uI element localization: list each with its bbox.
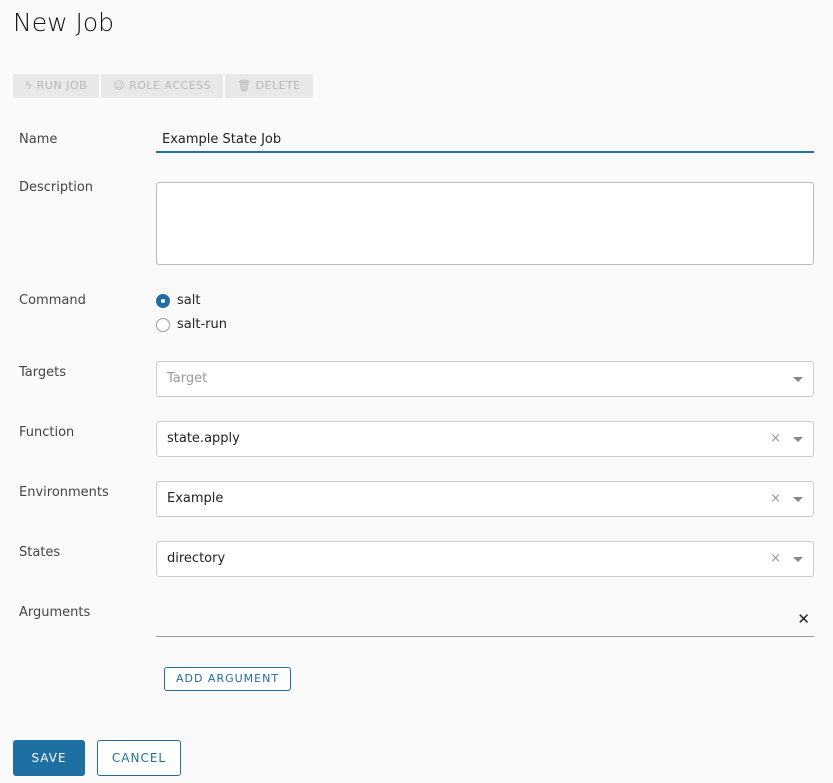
trash-icon: 🗑 bbox=[237, 79, 256, 92]
name-input[interactable]: Example State Job bbox=[156, 128, 814, 153]
toolbar: ϟ RUN JOB ☺ ROLE ACCESS 🗑 DELETE bbox=[13, 74, 313, 98]
targets-label: Targets bbox=[19, 365, 66, 380]
radio-checked-icon bbox=[156, 293, 170, 308]
clear-icon[interactable]: × bbox=[770, 431, 781, 446]
environments-label: Environments bbox=[19, 485, 109, 500]
radio-unchecked-icon bbox=[156, 317, 170, 332]
cancel-button[interactable]: CANCEL bbox=[97, 740, 181, 776]
close-icon[interactable]: ✕ bbox=[797, 610, 810, 628]
radio-salt-run[interactable]: salt-run bbox=[156, 317, 227, 332]
function-select[interactable]: state.apply × bbox=[156, 421, 814, 457]
description-label: Description bbox=[19, 180, 94, 195]
states-select[interactable]: directory × bbox=[156, 541, 814, 577]
radio-salt[interactable]: salt bbox=[156, 293, 200, 308]
chevron-down-icon[interactable] bbox=[793, 497, 803, 502]
arguments-label: Arguments bbox=[19, 605, 91, 620]
argument-input[interactable]: ✕ bbox=[156, 600, 814, 637]
chevron-down-icon[interactable] bbox=[793, 557, 803, 562]
description-textarea[interactable] bbox=[156, 182, 814, 265]
users-icon: ☺ bbox=[113, 79, 130, 92]
function-label: Function bbox=[19, 425, 75, 440]
delete-button[interactable]: 🗑 DELETE bbox=[225, 74, 313, 98]
environments-select[interactable]: Example × bbox=[156, 481, 814, 517]
save-button[interactable]: SAVE bbox=[13, 740, 85, 776]
page-title: New Job bbox=[13, 8, 115, 37]
chevron-down-icon[interactable] bbox=[793, 377, 803, 382]
states-label: States bbox=[19, 545, 61, 560]
lightning-icon: ϟ bbox=[25, 79, 37, 92]
chevron-down-icon[interactable] bbox=[793, 437, 803, 442]
role-access-button[interactable]: ☺ ROLE ACCESS bbox=[101, 74, 224, 98]
clear-icon[interactable]: × bbox=[770, 491, 781, 506]
add-argument-button[interactable]: ADD ARGUMENT bbox=[164, 667, 291, 691]
clear-icon[interactable]: × bbox=[770, 551, 781, 566]
run-job-button[interactable]: ϟ RUN JOB bbox=[13, 74, 100, 98]
name-label: Name bbox=[19, 132, 58, 147]
command-label: Command bbox=[19, 293, 86, 308]
targets-select[interactable]: Target bbox=[156, 361, 814, 397]
